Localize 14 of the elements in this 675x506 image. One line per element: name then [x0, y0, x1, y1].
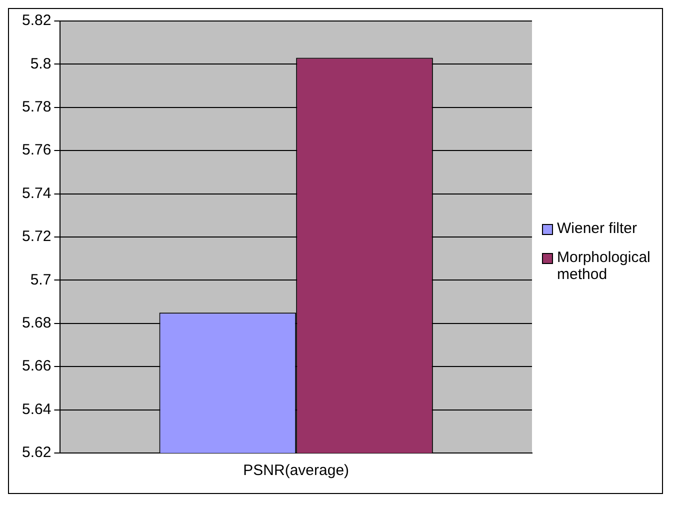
- y-tick-label: 5.76: [22, 142, 52, 159]
- y-tick-label: 5.7: [30, 271, 52, 288]
- y-tick-label: 5.74: [22, 184, 52, 202]
- y-tick-label: 5.62: [22, 444, 52, 462]
- legend-label: Morphological method: [557, 248, 652, 282]
- y-tick-label: 5.64: [22, 400, 52, 418]
- y-tick-label: 5.8: [30, 55, 52, 72]
- y-tick-label: 5.72: [22, 228, 52, 246]
- y-tick-label: 5.78: [22, 98, 52, 116]
- y-tick-label: 5.82: [22, 12, 52, 30]
- y-tick-label: 5.68: [22, 314, 52, 332]
- legend-label: Wiener filter: [557, 220, 638, 236]
- x-tick-label: PSNR(average): [243, 462, 350, 480]
- y-tick-label: 5.66: [22, 358, 52, 375]
